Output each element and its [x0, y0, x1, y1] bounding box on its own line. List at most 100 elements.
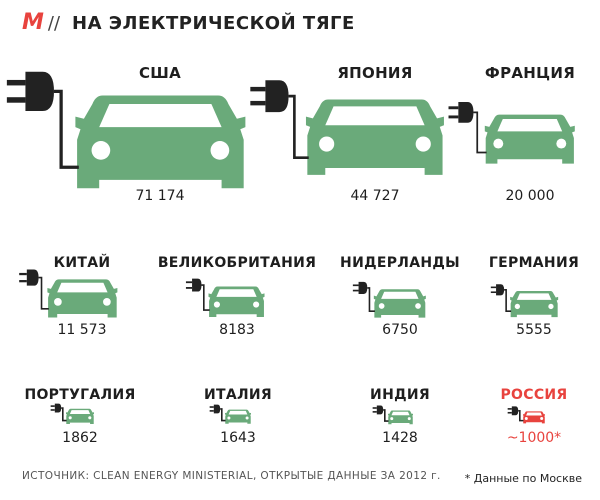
country-label: ИНДИЯ	[370, 387, 430, 403]
car-window	[325, 106, 425, 126]
country-value: 20 000	[505, 188, 555, 204]
country-label: ПОРТУГАЛИЯ	[24, 387, 136, 403]
car-icon-5	[353, 281, 426, 318]
plug-cord	[518, 410, 524, 422]
car-headlight-left	[493, 138, 504, 149]
car-icon-0	[6, 71, 245, 188]
country-label: РОССИЯ	[500, 387, 568, 403]
car-icon-10	[507, 406, 545, 424]
car-headlight-left	[319, 136, 335, 153]
car-window	[391, 411, 409, 415]
plug-cord	[61, 406, 67, 421]
plug-cord	[503, 289, 511, 313]
country-value: 1862	[62, 430, 98, 446]
plug-icon	[6, 71, 54, 111]
car-headlight-left	[524, 417, 528, 421]
car-icon-6	[490, 284, 558, 318]
car-shape	[66, 408, 94, 424]
plug-cord	[220, 408, 226, 422]
plug-icon	[448, 102, 474, 123]
country-label: КИТАЙ	[53, 255, 111, 271]
car-headlight-left	[227, 416, 231, 420]
car-headlight-right	[88, 415, 92, 419]
car-headlight-left	[514, 304, 520, 310]
country-label: ГЕРМАНИЯ	[488, 255, 580, 271]
car-window	[516, 293, 552, 301]
car-icon-9	[372, 405, 413, 424]
car-headlight-left	[53, 297, 62, 306]
car-headlight-right	[540, 417, 544, 421]
plug-icon	[507, 406, 519, 416]
header-separator: //	[47, 12, 61, 34]
country-value: 44 727	[350, 188, 400, 204]
car-headlight-left	[91, 140, 110, 160]
car-window	[497, 119, 563, 132]
country-label: США	[138, 64, 182, 82]
car-window	[228, 410, 248, 415]
car-icon-8	[209, 404, 251, 424]
car-headlight-right	[415, 302, 422, 309]
plug-icon	[250, 80, 289, 113]
car-headlight-right	[407, 416, 411, 420]
plug-cord	[367, 286, 376, 312]
car-window	[98, 103, 222, 127]
car-icon-3	[18, 269, 117, 318]
car-headlight-right	[253, 301, 260, 308]
logo-letter: M	[22, 10, 44, 35]
logo: M	[22, 10, 44, 35]
footnote: * Данные по Москве	[464, 472, 582, 485]
car-headlight-left	[389, 416, 393, 420]
plug-cord	[288, 95, 309, 160]
country-value: 8183	[219, 322, 255, 338]
plug-icon	[353, 281, 368, 294]
car-shape	[74, 95, 245, 188]
country-label: ИТАЛИЯ	[203, 387, 273, 403]
car-headlight-left	[68, 415, 72, 419]
car-shape	[305, 99, 444, 176]
car-shape	[225, 409, 251, 424]
plug-icon	[372, 405, 383, 414]
page-title: НА ЭЛЕКТРИЧЕСКОЙ ТЯГЕ	[72, 12, 355, 34]
country-label: ЯПОНИЯ	[337, 64, 413, 82]
country-value: 71 174	[135, 188, 185, 204]
country-value: 5555	[516, 322, 552, 338]
car-headlight-left	[214, 301, 221, 308]
plug-icon	[18, 269, 39, 286]
country-value: 1643	[220, 430, 256, 446]
car-headlight-right	[548, 304, 554, 310]
car-headlight-left	[378, 302, 385, 309]
car-window	[69, 409, 91, 414]
plug-cord	[201, 284, 211, 312]
country-value: ~1000*	[506, 430, 562, 446]
car-shape	[373, 288, 426, 318]
country-label: НИДЕРЛАНДЫ	[340, 255, 460, 271]
car-window	[526, 412, 542, 416]
car-shape	[523, 411, 545, 424]
country-label: ФРАНЦИЯ	[484, 64, 576, 82]
plug-icon	[186, 278, 202, 292]
car-shape	[387, 410, 413, 424]
car-icon-7	[50, 403, 94, 424]
plug-icon	[209, 404, 221, 414]
car-shape	[484, 114, 575, 164]
car-window	[381, 291, 419, 299]
car-window	[56, 282, 108, 292]
source-note: ИСТОЧНИК: CLEAN ENERGY MINISTERIAL, ОТКР…	[22, 470, 441, 482]
country-value: 11 573	[57, 322, 107, 338]
car-headlight-right	[210, 140, 229, 160]
car-headlight-right	[556, 138, 567, 149]
plug-cord	[53, 89, 79, 169]
car-headlight-right	[245, 416, 249, 420]
country-value: 6750	[382, 322, 418, 338]
plug-cord	[38, 276, 49, 310]
country-label: ВЕЛИКОБРИТАНИЯ	[157, 255, 317, 271]
plug-cord	[473, 111, 487, 154]
car-shape	[208, 286, 265, 318]
car-icon-1	[250, 80, 444, 176]
car-shape	[46, 278, 117, 318]
car-icon-2	[448, 102, 575, 164]
plug-icon	[50, 403, 62, 413]
car-icon-4	[186, 278, 265, 318]
car-shape	[509, 291, 558, 318]
plug-icon	[490, 284, 504, 296]
